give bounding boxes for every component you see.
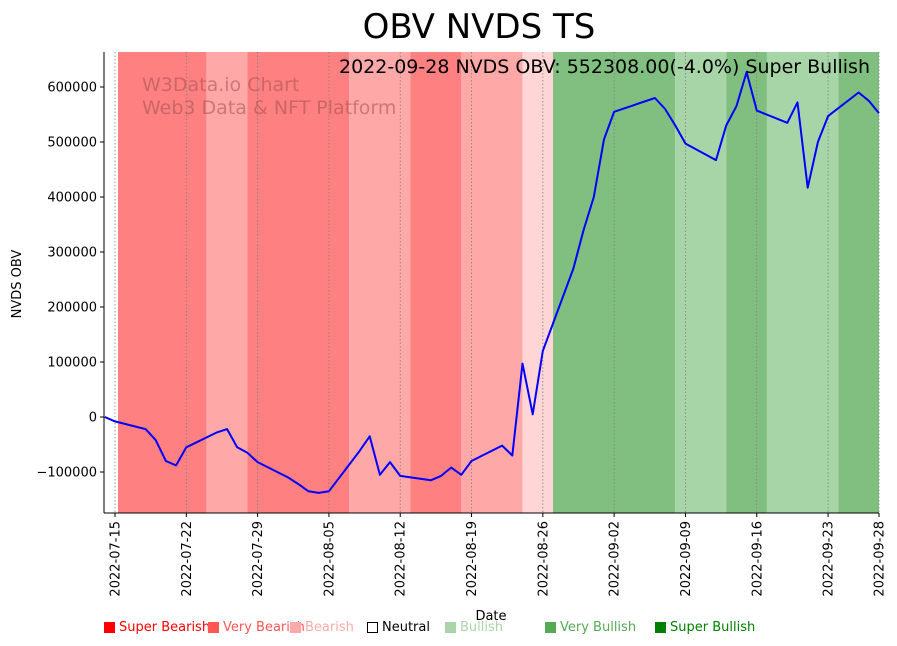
y-axis-label: NVDS OBV <box>10 250 25 319</box>
signal-band <box>247 52 350 513</box>
signal-band <box>838 52 879 513</box>
x-tick-label: 2022-07-29 <box>251 521 266 597</box>
legend-label: Bearish <box>305 620 354 635</box>
x-axis-label: Date <box>475 609 506 624</box>
watermark-line-2: Web3 Data & NFT Platform <box>142 97 396 119</box>
legend-item: Super Bullish <box>655 620 755 635</box>
legend-label: Bullish <box>460 620 504 635</box>
legend-swatch-icon <box>367 622 378 633</box>
legend-label: Neutral <box>382 620 430 635</box>
signal-band <box>118 52 207 513</box>
x-tick-label: 2022-08-19 <box>465 521 480 597</box>
legend-swatch-icon <box>104 622 115 633</box>
x-tick-label: 2022-09-28 <box>873 521 888 597</box>
legend-label: Super Bullish <box>670 620 756 635</box>
axes: −100000 0 100000 200000 300000 400000 500000 60… <box>36 52 888 597</box>
legend-swatch-icon <box>545 622 556 633</box>
signal-band <box>522 52 554 513</box>
legend-item: Bullish <box>445 620 503 635</box>
legend-item: Neutral <box>367 620 430 635</box>
legend-swatch-icon <box>208 622 219 633</box>
x-tick-label: 2022-08-05 <box>322 521 337 597</box>
signal-band <box>410 52 462 513</box>
y-tick-label: 100000 <box>47 356 97 371</box>
x-tick-label: 2022-08-12 <box>394 521 409 597</box>
signal-band <box>553 52 676 513</box>
legend-item: Very Bullish <box>545 620 636 635</box>
signal-band <box>206 52 248 513</box>
x-tick-label: 2022-07-22 <box>180 521 195 597</box>
chart-title: OBV NVDS TS <box>363 7 596 47</box>
legend-swatch-icon <box>290 622 301 633</box>
signal-band <box>461 52 523 513</box>
y-tick-label: 0 <box>89 411 97 426</box>
y-tick-label: 200000 <box>47 301 97 316</box>
legend-label: Super Bearish <box>119 620 211 635</box>
legend-item: Super Bearish <box>104 620 210 635</box>
series-layer <box>104 71 880 494</box>
legend-item: Very Bearish <box>208 620 305 635</box>
y-tick-label: −100000 <box>36 466 97 481</box>
x-tick-label: 2022-09-09 <box>679 521 694 597</box>
x-tick-label: 2022-09-02 <box>608 521 623 597</box>
y-tick-label: 500000 <box>47 136 97 151</box>
y-tick-label: 600000 <box>47 81 97 96</box>
obv-line <box>104 71 880 494</box>
legend-item: Bearish <box>290 620 354 635</box>
y-tick-label: 300000 <box>47 246 97 261</box>
signal-band <box>349 52 411 513</box>
x-tick-label: 2022-07-15 <box>109 521 124 597</box>
y-tick-label: 400000 <box>47 191 97 206</box>
legend-swatch-icon <box>655 622 666 633</box>
x-tick-label: 2022-08-26 <box>536 521 551 597</box>
signal-band <box>726 52 767 513</box>
signal-band <box>766 52 839 513</box>
signal-bands <box>118 52 879 513</box>
watermark-line-1: W3Data.io Chart <box>142 74 299 96</box>
legend-label: Very Bullish <box>560 620 637 635</box>
legend-label: Very Bearish <box>223 620 305 635</box>
x-tick-label: 2022-09-23 <box>822 521 837 597</box>
x-tick-label: 2022-09-16 <box>750 521 765 597</box>
signal-band <box>675 52 727 513</box>
legend-swatch-icon <box>445 622 456 633</box>
latest-value-annotation: 2022-09-28 NVDS OBV: 552308.00(-4.0%) Su… <box>339 56 870 78</box>
